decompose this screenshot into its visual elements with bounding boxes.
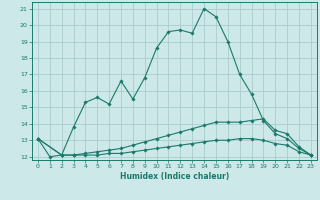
X-axis label: Humidex (Indice chaleur): Humidex (Indice chaleur) <box>120 172 229 181</box>
